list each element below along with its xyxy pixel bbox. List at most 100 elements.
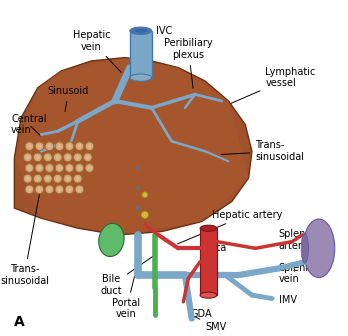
Circle shape — [45, 142, 54, 151]
Text: Central
vein: Central vein — [11, 114, 47, 136]
Ellipse shape — [130, 74, 152, 81]
Circle shape — [63, 174, 72, 183]
Circle shape — [46, 176, 50, 181]
Circle shape — [33, 153, 42, 162]
Text: Splenic
artery: Splenic artery — [279, 229, 314, 251]
Circle shape — [47, 166, 52, 170]
Circle shape — [76, 155, 80, 160]
Circle shape — [44, 174, 52, 183]
FancyBboxPatch shape — [130, 31, 152, 78]
Circle shape — [75, 185, 84, 194]
Text: Peribiliary
plexus: Peribiliary plexus — [164, 38, 213, 88]
Circle shape — [65, 185, 74, 194]
Text: Bile
duct: Bile duct — [101, 257, 153, 296]
Text: Trans-
sinusoidal: Trans- sinusoidal — [221, 140, 304, 162]
Circle shape — [47, 187, 52, 192]
Ellipse shape — [142, 192, 148, 198]
Circle shape — [77, 144, 82, 149]
Ellipse shape — [303, 219, 335, 278]
Text: A: A — [14, 314, 25, 329]
Circle shape — [47, 144, 52, 149]
Circle shape — [87, 166, 92, 170]
Circle shape — [23, 153, 32, 162]
Circle shape — [84, 153, 92, 162]
Circle shape — [85, 142, 94, 151]
Ellipse shape — [200, 225, 217, 231]
Circle shape — [35, 185, 44, 194]
Circle shape — [57, 166, 62, 170]
Circle shape — [73, 174, 82, 183]
Text: GDA: GDA — [186, 297, 212, 319]
Circle shape — [66, 176, 70, 181]
Text: Lymphatic
vessel: Lymphatic vessel — [231, 67, 316, 103]
Circle shape — [57, 144, 62, 149]
Circle shape — [27, 166, 32, 170]
Circle shape — [35, 155, 40, 160]
Ellipse shape — [134, 29, 147, 33]
Circle shape — [45, 164, 54, 172]
Ellipse shape — [99, 223, 124, 257]
Text: Hepatic
vein: Hepatic vein — [72, 30, 121, 72]
Text: Aorta: Aorta — [201, 243, 227, 253]
Circle shape — [26, 176, 30, 181]
Circle shape — [35, 164, 44, 172]
Circle shape — [67, 166, 72, 170]
Ellipse shape — [136, 166, 140, 170]
Polygon shape — [14, 57, 248, 235]
Ellipse shape — [141, 211, 149, 218]
Circle shape — [63, 153, 72, 162]
Circle shape — [37, 144, 42, 149]
Ellipse shape — [200, 292, 217, 298]
Circle shape — [54, 153, 62, 162]
Ellipse shape — [130, 27, 152, 35]
Polygon shape — [14, 57, 252, 235]
Circle shape — [57, 187, 62, 192]
Circle shape — [35, 142, 44, 151]
Text: Sinusoid: Sinusoid — [48, 86, 89, 112]
Circle shape — [27, 187, 32, 192]
Circle shape — [37, 187, 42, 192]
Circle shape — [67, 144, 72, 149]
Circle shape — [46, 155, 50, 160]
Circle shape — [73, 153, 82, 162]
Text: Splenic
vein: Splenic vein — [279, 263, 314, 284]
Circle shape — [65, 142, 74, 151]
Circle shape — [27, 144, 32, 149]
Circle shape — [85, 164, 94, 172]
Ellipse shape — [136, 206, 140, 210]
Text: Portal
vein: Portal vein — [112, 264, 141, 319]
Circle shape — [23, 174, 32, 183]
Circle shape — [35, 176, 40, 181]
Text: IVC: IVC — [156, 26, 172, 36]
Text: Trans-
sinusoidal: Trans- sinusoidal — [0, 187, 49, 286]
Circle shape — [33, 174, 42, 183]
Circle shape — [45, 185, 54, 194]
Text: Hepatic artery: Hepatic artery — [177, 210, 282, 244]
Circle shape — [55, 142, 64, 151]
Circle shape — [37, 166, 42, 170]
Text: IMV: IMV — [268, 295, 297, 305]
Circle shape — [44, 153, 52, 162]
Circle shape — [25, 185, 34, 194]
FancyBboxPatch shape — [200, 228, 217, 295]
Ellipse shape — [136, 186, 140, 190]
Circle shape — [25, 164, 34, 172]
Ellipse shape — [301, 233, 308, 263]
Circle shape — [56, 155, 60, 160]
Circle shape — [86, 155, 90, 160]
Text: SMV: SMV — [194, 317, 226, 332]
Circle shape — [87, 144, 92, 149]
Circle shape — [55, 164, 64, 172]
Circle shape — [25, 142, 34, 151]
Circle shape — [26, 155, 30, 160]
Circle shape — [77, 187, 82, 192]
Circle shape — [55, 185, 64, 194]
Circle shape — [56, 176, 60, 181]
Circle shape — [77, 166, 82, 170]
Circle shape — [54, 174, 62, 183]
Circle shape — [67, 187, 72, 192]
Circle shape — [65, 164, 74, 172]
Circle shape — [66, 155, 70, 160]
Circle shape — [75, 164, 84, 172]
Circle shape — [75, 142, 84, 151]
